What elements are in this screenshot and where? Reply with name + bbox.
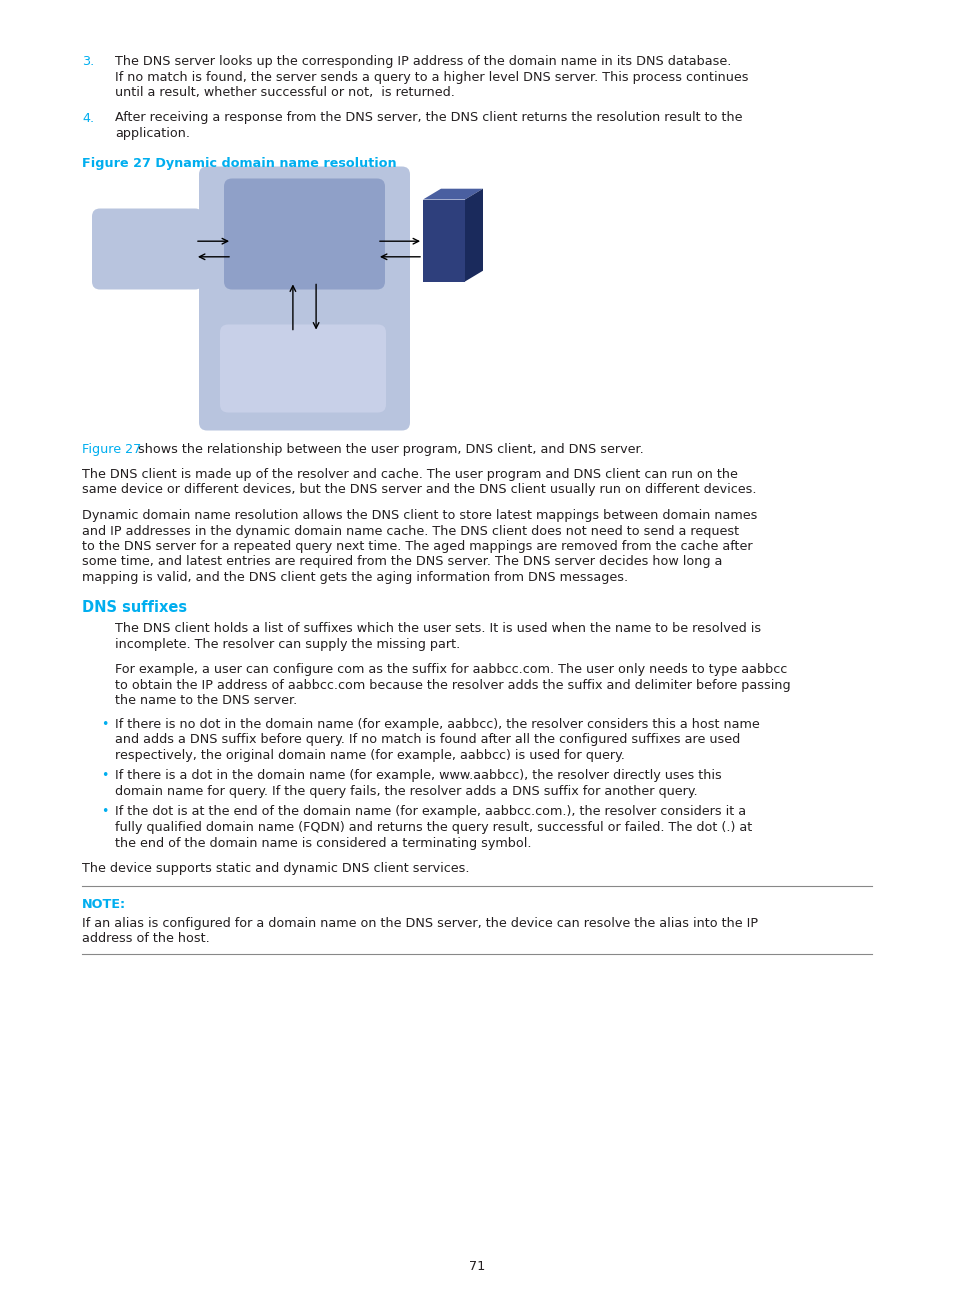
Text: address of the host.: address of the host. xyxy=(82,933,210,946)
Text: and IP addresses in the dynamic domain name cache. The DNS client does not need : and IP addresses in the dynamic domain n… xyxy=(82,525,739,538)
Text: If no match is found, the server sends a query to a higher level DNS server. Thi: If no match is found, the server sends a… xyxy=(115,70,748,83)
Text: After receiving a response from the DNS server, the DNS client returns the resol: After receiving a response from the DNS … xyxy=(115,111,741,124)
FancyBboxPatch shape xyxy=(224,179,385,289)
Text: If there is no dot in the domain name (for example, aabbcc), the resolver consid: If there is no dot in the domain name (f… xyxy=(115,718,759,731)
Text: For example, a user can configure com as the suffix for aabbcc.com. The user onl: For example, a user can configure com as… xyxy=(115,664,786,677)
Text: The DNS client holds a list of suffixes which the user sets. It is used when the: The DNS client holds a list of suffixes … xyxy=(115,622,760,635)
Text: mapping is valid, and the DNS client gets the aging information from DNS message: mapping is valid, and the DNS client get… xyxy=(82,572,627,584)
Text: NOTE:: NOTE: xyxy=(82,898,126,911)
Text: If there is a dot in the domain name (for example, www.aabbcc), the resolver dir: If there is a dot in the domain name (fo… xyxy=(115,770,721,783)
Text: application.: application. xyxy=(115,127,190,140)
Text: fully qualified domain name (FQDN) and returns the query result, successful or f: fully qualified domain name (FQDN) and r… xyxy=(115,820,752,835)
Text: the end of the domain name is considered a terminating symbol.: the end of the domain name is considered… xyxy=(115,836,531,849)
Text: The DNS client is made up of the resolver and cache. The user program and DNS cl: The DNS client is made up of the resolve… xyxy=(82,468,737,481)
Text: 71: 71 xyxy=(468,1260,485,1273)
FancyBboxPatch shape xyxy=(91,209,203,289)
Text: domain name for query. If the query fails, the resolver adds a DNS suffix for an: domain name for query. If the query fail… xyxy=(115,785,697,798)
Text: respectively, the original domain name (for example, aabbcc) is used for query.: respectively, the original domain name (… xyxy=(115,749,624,762)
Text: If an alias is configured for a domain name on the DNS server, the device can re: If an alias is configured for a domain n… xyxy=(82,918,758,931)
Text: and adds a DNS suffix before query. If no match is found after all the configure: and adds a DNS suffix before query. If n… xyxy=(115,734,740,746)
Text: same device or different devices, but the DNS server and the DNS client usually : same device or different devices, but th… xyxy=(82,483,756,496)
Text: 3.: 3. xyxy=(82,54,94,67)
Text: Figure 27: Figure 27 xyxy=(82,442,141,455)
Text: until a result, whether successful or not,  is returned.: until a result, whether successful or no… xyxy=(115,86,455,98)
Text: Dynamic domain name resolution allows the DNS client to store latest mappings be: Dynamic domain name resolution allows th… xyxy=(82,509,757,522)
Text: to obtain the IP address of aabbcc.com because the resolver adds the suffix and : to obtain the IP address of aabbcc.com b… xyxy=(115,679,790,692)
FancyBboxPatch shape xyxy=(199,166,410,430)
Text: the name to the DNS server.: the name to the DNS server. xyxy=(115,695,297,708)
Text: •: • xyxy=(101,770,109,783)
Polygon shape xyxy=(422,189,482,200)
Text: The device supports static and dynamic DNS client services.: The device supports static and dynamic D… xyxy=(82,862,469,875)
Text: Figure 27 Dynamic domain name resolution: Figure 27 Dynamic domain name resolution xyxy=(82,157,396,170)
Text: some time, and latest entries are required from the DNS server. The DNS server d: some time, and latest entries are requir… xyxy=(82,556,721,569)
FancyBboxPatch shape xyxy=(220,324,386,412)
Text: If the dot is at the end of the domain name (for example, aabbcc.com.), the reso: If the dot is at the end of the domain n… xyxy=(115,806,745,819)
Text: •: • xyxy=(101,718,109,731)
Text: 4.: 4. xyxy=(82,111,94,124)
Text: to the DNS server for a repeated query next time. The aged mappings are removed : to the DNS server for a repeated query n… xyxy=(82,540,752,553)
Text: shows the relationship between the user program, DNS client, and DNS server.: shows the relationship between the user … xyxy=(133,442,643,455)
Polygon shape xyxy=(464,189,482,281)
Text: incomplete. The resolver can supply the missing part.: incomplete. The resolver can supply the … xyxy=(115,638,459,651)
Text: The DNS server looks up the corresponding IP address of the domain name in its D: The DNS server looks up the correspondin… xyxy=(115,54,731,67)
Polygon shape xyxy=(422,200,464,281)
Text: DNS suffixes: DNS suffixes xyxy=(82,600,187,616)
Text: •: • xyxy=(101,806,109,819)
